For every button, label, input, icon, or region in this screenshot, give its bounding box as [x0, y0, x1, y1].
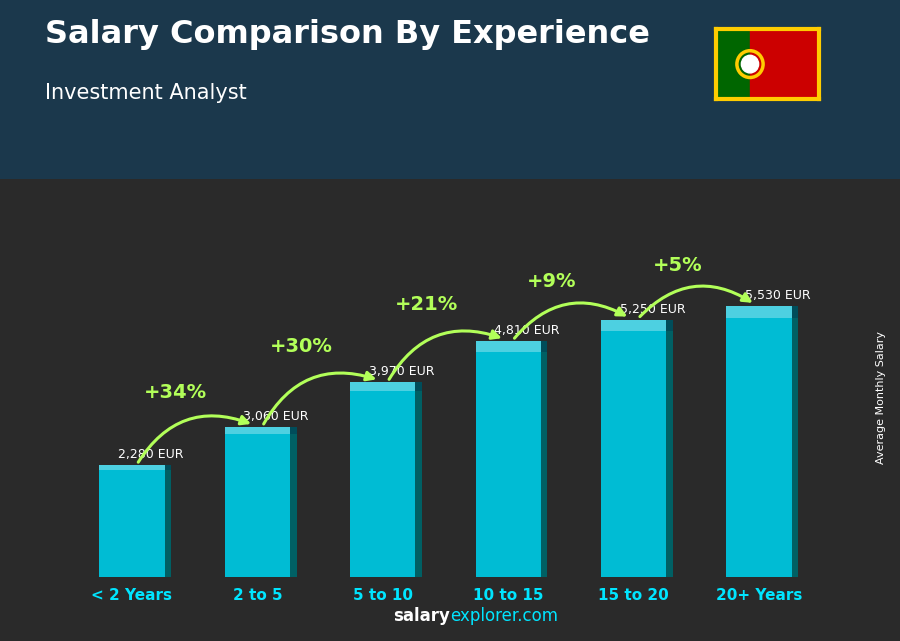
FancyBboxPatch shape	[416, 388, 422, 577]
FancyBboxPatch shape	[350, 382, 416, 577]
FancyBboxPatch shape	[290, 427, 296, 434]
Text: 5,250 EUR: 5,250 EUR	[619, 303, 685, 315]
FancyBboxPatch shape	[666, 328, 672, 577]
FancyBboxPatch shape	[601, 320, 666, 331]
Text: 3,060 EUR: 3,060 EUR	[243, 410, 309, 423]
FancyBboxPatch shape	[416, 382, 422, 391]
Text: 3,970 EUR: 3,970 EUR	[369, 365, 435, 378]
Text: +9%: +9%	[527, 272, 577, 290]
Text: +5%: +5%	[652, 256, 702, 276]
FancyBboxPatch shape	[99, 465, 165, 577]
Text: Investment Analyst: Investment Analyst	[45, 83, 247, 103]
Bar	[750, 29, 819, 99]
FancyBboxPatch shape	[475, 341, 541, 577]
Text: explorer.com: explorer.com	[450, 607, 558, 625]
Text: +34%: +34%	[144, 383, 207, 403]
Circle shape	[742, 55, 759, 73]
FancyBboxPatch shape	[792, 306, 798, 318]
FancyBboxPatch shape	[541, 341, 547, 352]
Bar	[716, 29, 750, 99]
FancyBboxPatch shape	[99, 465, 165, 470]
FancyBboxPatch shape	[792, 314, 798, 577]
FancyBboxPatch shape	[726, 306, 792, 577]
Text: +21%: +21%	[395, 295, 458, 313]
FancyBboxPatch shape	[290, 431, 296, 577]
FancyBboxPatch shape	[601, 320, 666, 577]
FancyBboxPatch shape	[225, 427, 290, 434]
FancyBboxPatch shape	[666, 320, 672, 331]
FancyBboxPatch shape	[165, 469, 171, 577]
FancyBboxPatch shape	[225, 427, 290, 577]
FancyBboxPatch shape	[350, 382, 416, 391]
Text: 2,280 EUR: 2,280 EUR	[118, 448, 184, 462]
Text: 5,530 EUR: 5,530 EUR	[745, 289, 811, 302]
Text: Salary Comparison By Experience: Salary Comparison By Experience	[45, 19, 650, 50]
FancyBboxPatch shape	[475, 341, 541, 352]
FancyBboxPatch shape	[541, 348, 547, 577]
Text: Average Monthly Salary: Average Monthly Salary	[877, 331, 886, 464]
Text: +30%: +30%	[270, 337, 333, 356]
Text: 4,810 EUR: 4,810 EUR	[494, 324, 560, 337]
FancyBboxPatch shape	[165, 465, 171, 470]
FancyBboxPatch shape	[726, 306, 792, 318]
Text: salary: salary	[393, 607, 450, 625]
